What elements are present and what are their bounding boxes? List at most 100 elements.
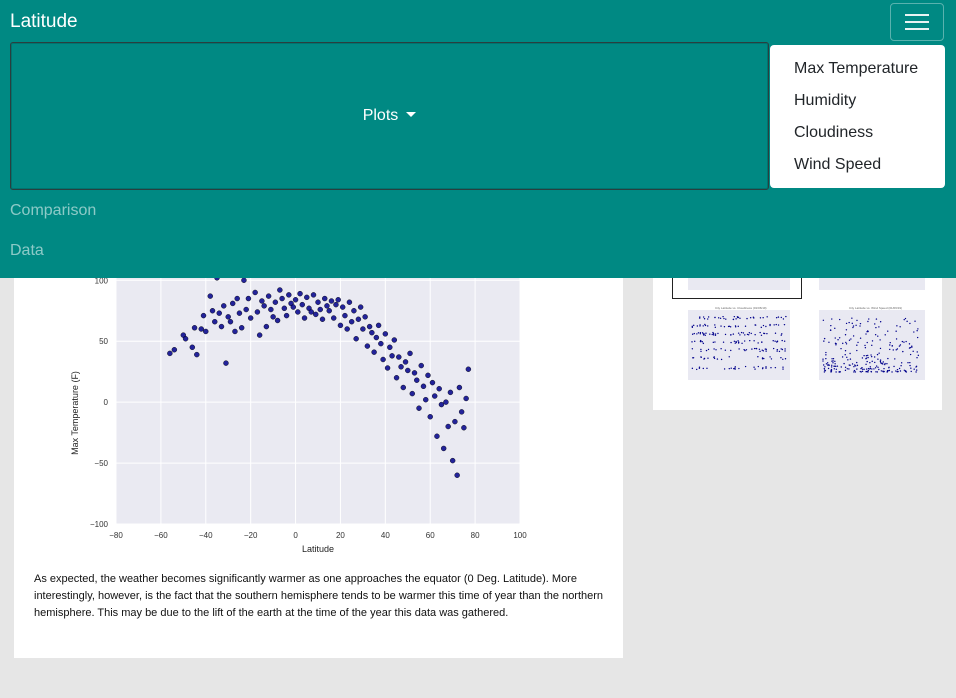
thumb-point	[702, 325, 704, 327]
thumb-point	[712, 332, 715, 335]
thumb-point	[856, 364, 859, 367]
thumb-point	[753, 347, 756, 350]
nav-link-comparison[interactable]: Comparison	[10, 202, 97, 219]
thumb-point	[753, 340, 755, 342]
thumb-point	[865, 358, 867, 360]
thumb-point	[887, 357, 889, 360]
navbar: Latitude Plots Max Temperature Humidity …	[0, 0, 956, 278]
thumb-point	[717, 332, 719, 335]
thumb-point	[909, 361, 911, 364]
x-tick-label: 100	[513, 531, 527, 540]
data-point	[254, 309, 261, 315]
dropdown-item-humidity[interactable]: Humidity	[794, 92, 857, 109]
thumb-point	[871, 368, 873, 370]
data-point	[270, 314, 276, 320]
y-tick-label: 0	[104, 398, 109, 407]
data-point	[414, 377, 420, 383]
dropdown-item-cloudiness[interactable]: Cloudiness	[794, 124, 874, 141]
plots-dropdown-toggle[interactable]: Plots	[10, 42, 769, 190]
thumb-point	[696, 325, 699, 327]
thumb-point	[896, 348, 899, 350]
thumb-point	[853, 371, 855, 373]
thumb-point	[864, 347, 867, 349]
data-point	[232, 328, 238, 335]
thumb-point	[743, 348, 745, 351]
plots-label: Plots	[362, 107, 399, 124]
thumb-point	[762, 350, 765, 352]
thumb-point	[844, 369, 847, 372]
thumb-point	[873, 356, 876, 358]
thumb-point	[865, 363, 867, 366]
data-point	[375, 322, 382, 329]
data-point	[452, 418, 458, 425]
thumb-cloudiness[interactable]	[688, 310, 790, 380]
data-point	[247, 315, 254, 321]
data-point	[274, 317, 281, 324]
thumb-point	[770, 358, 773, 360]
thumb-point	[772, 340, 774, 342]
brand-title[interactable]: Latitude	[10, 11, 78, 32]
data-point	[243, 306, 249, 313]
thumb-point	[780, 357, 782, 359]
data-point	[465, 366, 472, 372]
menu-toggle-button[interactable]	[890, 3, 944, 41]
thumb-point	[691, 326, 694, 329]
thumb-point	[825, 357, 827, 360]
thumb-point	[699, 316, 701, 318]
thumb-point	[728, 325, 731, 327]
thumb-point	[822, 319, 825, 322]
data-point	[396, 354, 402, 360]
thumb-point	[892, 349, 894, 351]
thumb-point	[723, 317, 725, 320]
thumb-point	[909, 322, 911, 325]
data-point	[445, 423, 451, 430]
data-point	[194, 351, 200, 358]
thumb-point	[859, 370, 861, 373]
data-point	[272, 299, 279, 305]
data-point	[223, 360, 229, 366]
thumb-point	[728, 367, 730, 370]
thumb-wind-speed[interactable]	[819, 310, 925, 380]
thumb-point	[889, 348, 891, 351]
thumb-point	[867, 330, 869, 333]
data-point	[292, 297, 299, 303]
nav-link-data[interactable]: Data	[10, 242, 44, 259]
thumb-point	[724, 349, 727, 351]
dropdown-item-wind-speed[interactable]: Wind Speed	[794, 156, 882, 173]
hamburger-icon-line	[905, 21, 929, 23]
thumb-point	[830, 324, 832, 327]
thumb-point	[854, 371, 857, 373]
thumb-point	[825, 363, 828, 365]
thumb-point	[851, 363, 854, 365]
x-tick-label: −40	[199, 531, 213, 540]
data-point	[335, 297, 341, 303]
thumb-point	[829, 329, 832, 331]
thumb-point	[907, 362, 909, 364]
thumb-point	[861, 366, 863, 369]
thumb-point	[722, 341, 725, 343]
thumb-point	[913, 331, 915, 333]
data-point	[449, 457, 456, 464]
data-point	[268, 306, 274, 313]
data-point	[380, 356, 386, 363]
thumb-point	[712, 331, 714, 334]
data-point	[328, 298, 335, 304]
dropdown-item-max-temperature[interactable]: Max Temperature	[794, 60, 919, 77]
thumb-point	[915, 369, 918, 371]
x-tick-label: −20	[244, 531, 258, 540]
thumb-point	[822, 360, 824, 362]
thumb-point	[895, 338, 898, 340]
thumb-point	[875, 318, 878, 320]
thumb-point	[707, 357, 709, 359]
thumb-point	[761, 349, 763, 351]
data-point	[203, 328, 209, 335]
thumb-point	[781, 333, 783, 335]
data-point	[364, 343, 371, 349]
thumb-point	[702, 333, 704, 335]
data-point	[308, 309, 314, 315]
thumb-point	[898, 345, 901, 347]
thumb-point	[913, 368, 915, 370]
thumb-point	[878, 368, 880, 371]
thumb-point	[874, 334, 877, 336]
thumb-point	[841, 356, 844, 358]
